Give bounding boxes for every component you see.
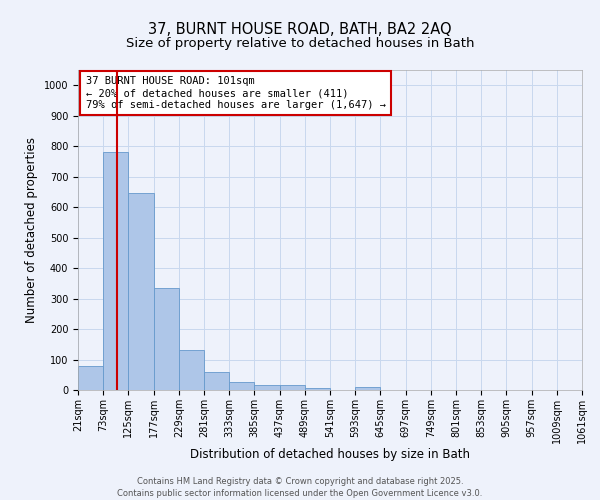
Bar — [103, 152, 128, 390]
Bar — [154, 288, 179, 390]
Bar — [179, 350, 204, 390]
Text: 37, BURNT HOUSE ROAD, BATH, BA2 2AQ: 37, BURNT HOUSE ROAD, BATH, BA2 2AQ — [148, 22, 452, 38]
X-axis label: Distribution of detached houses by size in Bath: Distribution of detached houses by size … — [190, 448, 470, 462]
Bar — [355, 387, 380, 390]
Bar — [229, 382, 254, 390]
Text: Size of property relative to detached houses in Bath: Size of property relative to detached ho… — [126, 38, 474, 51]
Bar — [128, 194, 154, 390]
Bar — [204, 372, 229, 390]
Bar — [78, 366, 103, 390]
Bar — [280, 386, 305, 390]
Text: Contains HM Land Registry data © Crown copyright and database right 2025.
Contai: Contains HM Land Registry data © Crown c… — [118, 476, 482, 498]
Y-axis label: Number of detached properties: Number of detached properties — [25, 137, 38, 323]
Bar — [305, 388, 330, 390]
Bar — [254, 384, 280, 390]
Text: 37 BURNT HOUSE ROAD: 101sqm
← 20% of detached houses are smaller (411)
79% of se: 37 BURNT HOUSE ROAD: 101sqm ← 20% of det… — [86, 76, 386, 110]
